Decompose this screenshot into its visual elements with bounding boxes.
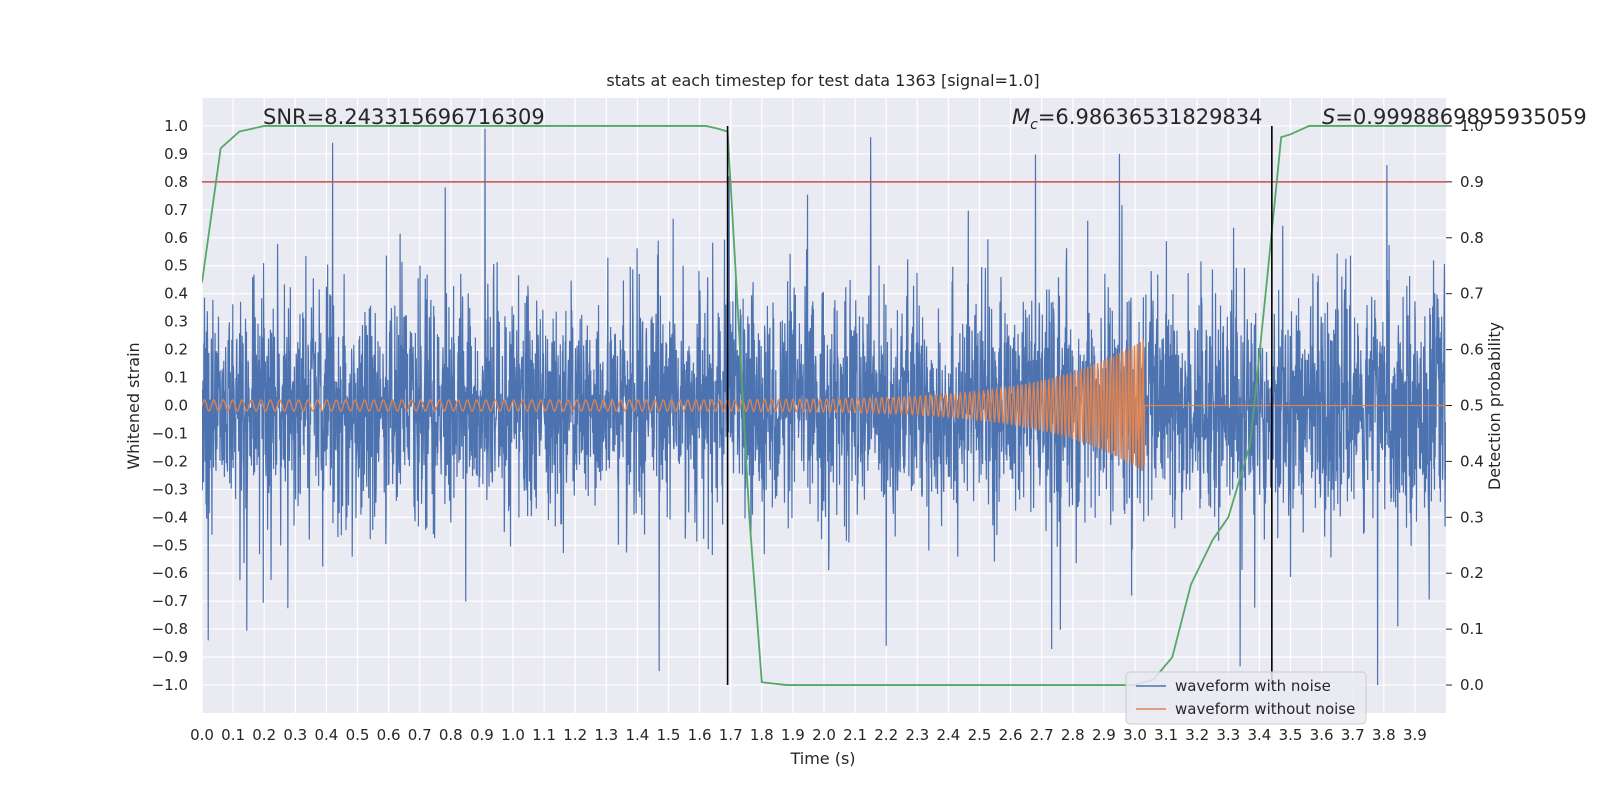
x-tick-label: 0.8 [439,726,463,744]
x-tick-label: 1.5 [657,726,681,744]
y-tick-label: −1.0 [152,676,188,694]
mc-subscript: c [1030,117,1038,133]
s-annotation: S=0.9998869895935059 [1322,105,1587,129]
y2-tick-label: 0.6 [1460,341,1484,359]
y2-tick-label: 0.2 [1460,564,1484,582]
legend-label-clean: waveform without noise [1175,700,1355,718]
y2-axis-label: Detection probability [1485,322,1504,490]
x-tick-label: 2.8 [1061,726,1085,744]
legend: waveform with noise waveform without noi… [1125,671,1367,725]
x-tick-label: 0.9 [470,726,494,744]
x-tick-label: 1.0 [501,726,525,744]
x-tick-label: 1.8 [750,726,774,744]
legend-box [1125,671,1367,725]
snr-annotation: SNR=8.243315696716309 [263,105,545,129]
x-tick-label: 2.4 [936,726,960,744]
x-tick-label: 0.0 [190,726,214,744]
y-tick-label: 0.6 [164,229,188,247]
s-symbol: S [1322,105,1335,129]
x-tick-label: 0.6 [377,726,401,744]
x-tick-label: 2.2 [874,726,898,744]
y-tick-label: 0.0 [164,397,188,415]
x-tick-label: 3.8 [1372,726,1396,744]
series-waveform-without-noise [202,339,1446,471]
y-ticks: −1.0 −0.9 −0.8 −0.7 −0.6 −0.5 −0.4 −0.3 −0.2 −0.1… [152,117,188,694]
x-axis-label: Time (s) [789,749,855,768]
x-tick-label: 2.7 [1030,726,1054,744]
x-tick-label: 3.9 [1403,726,1427,744]
series-waveform-with-noise [202,128,1446,686]
x-tick-label: 1.1 [532,726,556,744]
y-tick-label: −0.2 [152,452,188,470]
x-tick-label: 3.4 [1247,726,1271,744]
x-tick-label: 2.9 [1092,726,1116,744]
vertical-markers [726,125,1273,686]
mc-symbol: M [1012,105,1030,129]
y-tick-label: −0.7 [152,592,188,610]
s-value: =0.9998869895935059 [1335,105,1586,129]
x-tick-label: 3.7 [1341,726,1365,744]
y-tick-label: −0.9 [152,648,188,666]
x-tick-label: 3.1 [1154,726,1178,744]
y2-ticks: 0.0 0.1 0.2 0.3 0.4 0.5 0.6 0.7 0.8 0.9 1.0 [1446,117,1484,694]
x-tick-label: 1.4 [625,726,649,744]
x-tick-label: 2.1 [843,726,867,744]
y-tick-label: 0.7 [164,201,188,219]
y-tick-label: −0.6 [152,564,188,582]
y2-tick-label: 1.0 [1460,117,1484,135]
x-tick-label: 3.3 [1216,726,1240,744]
x-tick-label: 1.6 [688,726,712,744]
y2-tick-label: 0.0 [1460,676,1484,694]
y-tick-label: 1.0 [164,117,188,135]
series-detection-probability [202,125,1446,686]
probability-line [202,125,1446,686]
y-tick-label: 0.2 [164,341,188,359]
y-tick-label: −0.3 [152,480,188,498]
y2-tick-label: 0.4 [1460,452,1484,470]
y2-tick-label: 0.1 [1460,620,1484,638]
y-tick-label: 0.8 [164,173,188,191]
mc-annotation: Mc=6.98636531829834 [1012,105,1263,133]
x-ticks: 0.0 0.1 0.2 0.3 0.4 0.5 0.6 0.7 0.8 0.9 1.0 1.1 1.2 1… [190,726,1427,744]
x-tick-label: 1.9 [781,726,805,744]
x-tick-label: 1.3 [594,726,618,744]
y2-tick-label: 0.7 [1460,285,1484,303]
x-tick-label: 3.0 [1123,726,1147,744]
x-tick-label: 2.5 [968,726,992,744]
y-tick-label: 0.9 [164,145,188,163]
y-tick-label: −0.4 [152,508,188,526]
x-tick-label: 1.2 [563,726,587,744]
x-tick-label: 2.6 [999,726,1023,744]
y-tick-label: 0.1 [164,369,188,387]
y-tick-label: −0.1 [152,424,188,442]
y2-tick-label: 0.9 [1460,173,1484,191]
x-tick-label: 2.3 [905,726,929,744]
x-tick-label: 0.4 [314,726,338,744]
y-tick-label: −0.5 [152,536,188,554]
x-tick-label: 0.2 [252,726,276,744]
y2-tick-label: 0.3 [1460,508,1484,526]
chirp-line [202,339,1446,471]
y-tick-label: 0.3 [164,313,188,331]
x-tick-label: 3.5 [1279,726,1303,744]
x-tick-label: 0.5 [346,726,370,744]
x-tick-label: 3.6 [1310,726,1334,744]
noise-line [202,128,1446,686]
x-tick-label: 3.2 [1185,726,1209,744]
legend-label-noise: waveform with noise [1175,677,1331,695]
y-tick-label: 0.5 [164,257,188,275]
y2-tick-label: 0.5 [1460,397,1484,415]
x-tick-label: 1.7 [719,726,743,744]
chart-title: stats at each timestep for test data 136… [606,71,1039,90]
y-tick-label: −0.8 [152,620,188,638]
x-tick-label: 0.3 [283,726,307,744]
y-axis-label: Whitened strain [124,342,143,469]
x-tick-label: 0.1 [221,726,245,744]
x-tick-label: 2.0 [812,726,836,744]
mc-value: =6.98636531829834 [1038,105,1263,129]
y-tick-label: 0.4 [164,285,188,303]
x-tick-label: 0.7 [408,726,432,744]
y2-tick-label: 0.8 [1460,229,1484,247]
